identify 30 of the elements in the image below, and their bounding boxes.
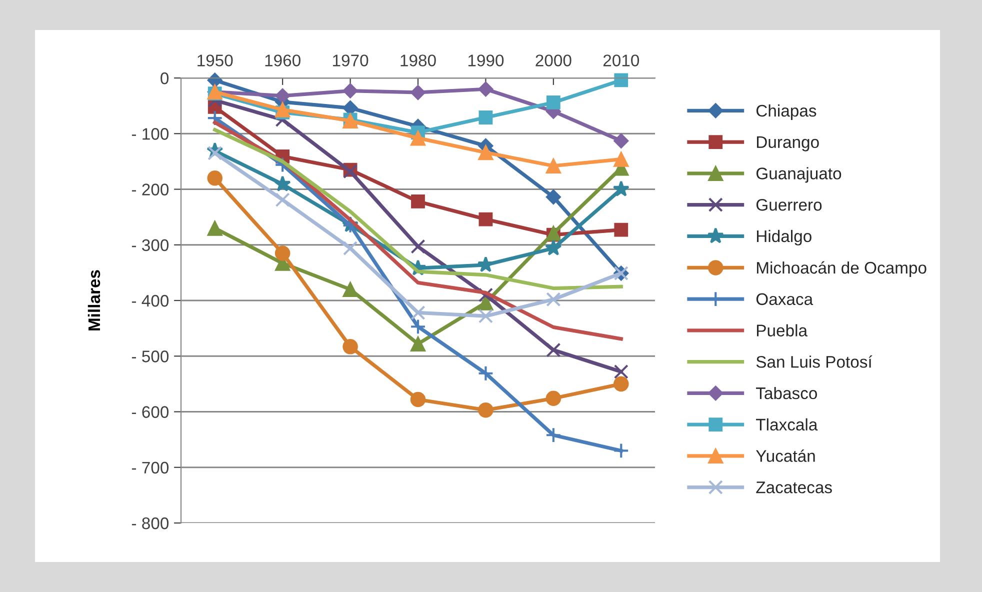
legend-label: Durango [756,136,819,152]
legend-label: Zacatecas [756,482,832,494]
legend-label: Hidalgo [756,230,812,246]
legend-label: Yucatán [756,449,815,462]
x-tick-label: 2000 [536,54,572,66]
y-tick-label: - 700 [132,462,169,474]
y-tick-label: - 500 [132,350,169,362]
y-tick-label: 0 [160,72,169,84]
legend-label: Guerrero [756,198,822,211]
x-tick-label: 1950 [198,54,233,66]
legend-label: Tabasco [756,386,817,400]
y-tick-label: - 400 [132,294,169,307]
y-tick-label: - 300 [132,239,169,252]
y-tick-label: - 600 [132,406,169,418]
legend-label: Michoacán de Ocampo [756,261,926,277]
y-tick-label: - 200 [132,184,169,196]
x-tick-label: 1980 [400,54,436,66]
x-tick-label: 1990 [468,54,504,66]
x-tick-label: 1970 [333,54,368,66]
legend-label: San Luis Potosí [756,355,872,368]
y-tick-label: - 100 [132,128,169,140]
y-tick-label: - 800 [132,517,169,530]
x-tick-label: 1960 [265,54,300,66]
legend-label: Chiapas [756,104,816,120]
legend-label: Guanajuato [756,167,842,183]
y-axis-title: Millares [88,270,100,330]
legend-label: Tlaxcala [756,418,818,431]
legend-label: Oaxaca [756,293,814,306]
legend-label: Puebla [756,324,808,336]
x-tick-label: 2010 [603,54,640,66]
